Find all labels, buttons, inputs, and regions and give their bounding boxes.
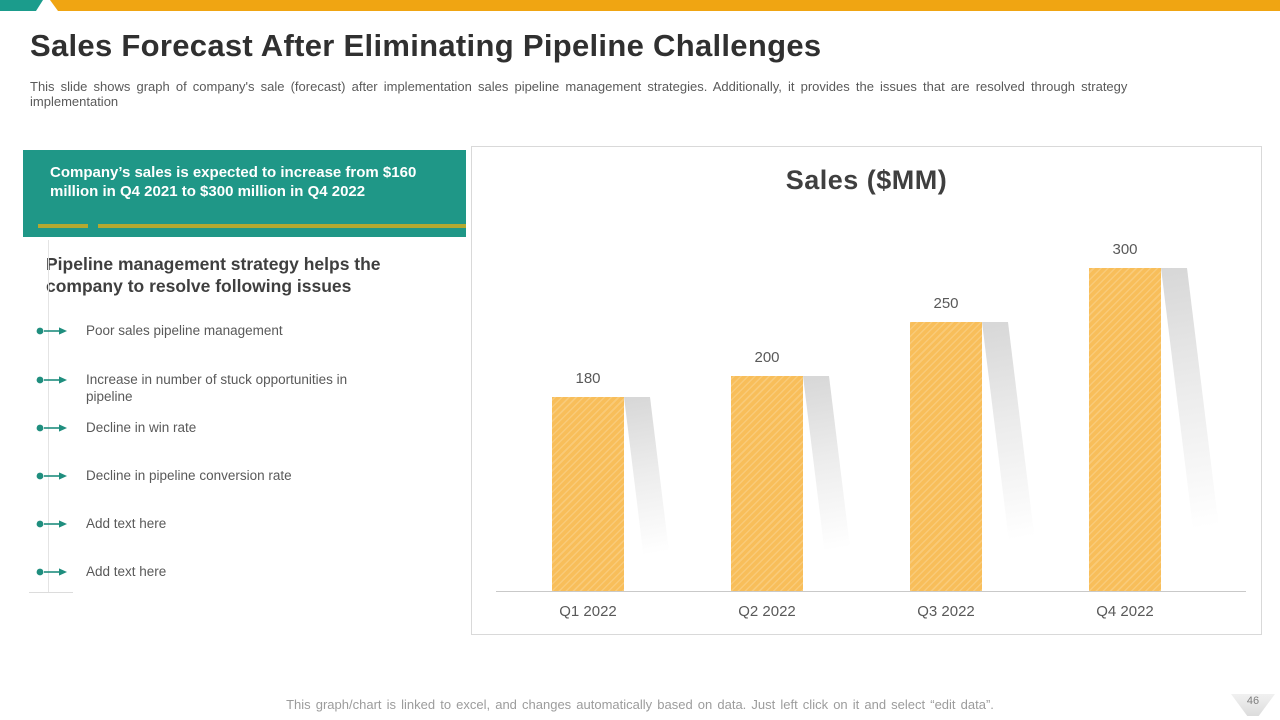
timeline-line (48, 240, 49, 593)
x-axis-line (496, 591, 1246, 592)
callout-underline-long (98, 224, 466, 228)
list-item: Decline in pipeline conversion rate (36, 467, 292, 484)
bar-value-label: 200 (754, 349, 780, 366)
chart-title: Sales ($MM) (785, 165, 948, 195)
x-axis-label: Q2 2022 (738, 603, 796, 620)
x-axis-label: Q3 2022 (917, 603, 975, 620)
chart-plot: 180 Q1 2022 200 Q2 2022 250 Q3 2022 300 Q4 2022 (472, 147, 1261, 634)
bar-shadow (624, 397, 674, 591)
sales-increase-callout: Company’s sales is expected to increase … (23, 150, 466, 237)
list-item: Increase in number of stuck opportunitie… (36, 371, 376, 405)
dot-arrow-icon (36, 327, 67, 335)
issue-label: Decline in win rate (86, 420, 197, 435)
dot-arrow-icon (36, 472, 67, 480)
footer-note: This graph/chart is linked to excel, and… (286, 697, 994, 712)
dot-arrow-icon (36, 376, 67, 384)
bar-q4-2022[interactable] (1089, 268, 1161, 591)
page-subtitle: This slide shows graph of company's sale… (30, 79, 1128, 109)
bar-shadow (982, 322, 1042, 591)
top-bar-yellow-segment (50, 0, 1280, 11)
top-bar-teal-segment (0, 0, 43, 11)
page-title: Sales Forecast After Eliminating Pipelin… (30, 28, 822, 63)
issue-label: Decline in pipeline conversion rate (86, 468, 292, 483)
x-axis-label: Q1 2022 (559, 603, 617, 620)
bar-value-label: 180 (575, 370, 601, 387)
dot-arrow-icon (36, 568, 67, 576)
dot-arrow-icon (36, 520, 67, 528)
issues-heading: Pipeline management strategy helps the c… (46, 254, 381, 296)
issues-list: Poor sales pipeline management Increase … (36, 322, 436, 602)
list-item: Add text here (36, 563, 166, 580)
list-item: Poor sales pipeline management (36, 322, 283, 339)
callout-underline-short (38, 224, 88, 228)
callout-text: Company’s sales is expected to increase … (50, 164, 417, 200)
dot-arrow-icon (36, 424, 67, 432)
bar-shadow (1161, 268, 1227, 591)
issue-label: Poor sales pipeline management (86, 323, 283, 338)
bar-value-label: 300 (1112, 241, 1138, 258)
text-placeholder[interactable]: Add text here (86, 564, 167, 579)
list-item: Add text here (36, 515, 166, 532)
bar-q2-2022[interactable] (731, 376, 803, 591)
text-placeholder[interactable]: Add text here (86, 516, 167, 531)
issue-label: Increase in number of stuck opportunitie… (86, 372, 348, 404)
bar-value-label: 250 (933, 295, 959, 312)
timeline-tick (29, 592, 73, 593)
bar-q1-2022[interactable] (552, 397, 624, 591)
x-axis-label: Q4 2022 (1096, 603, 1154, 620)
bar-q3-2022[interactable] (910, 322, 982, 591)
sales-bar-chart[interactable]: Sales ($MM) 180 Q1 2022 200 Q2 2022 250 Q3 20… (471, 146, 1262, 635)
list-item: Decline in win rate (36, 419, 196, 436)
bar-shadow (803, 376, 856, 591)
